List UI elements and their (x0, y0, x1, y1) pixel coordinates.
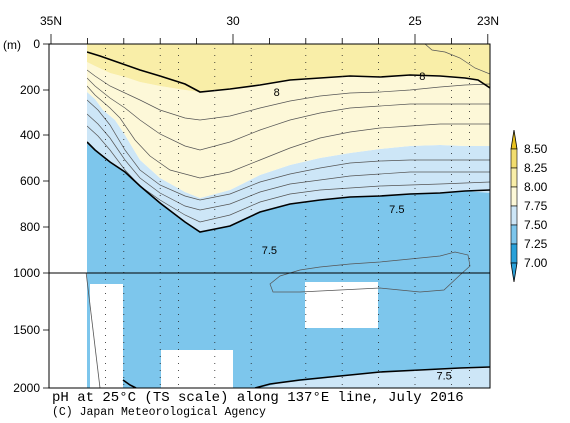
contour-8 (86, 51, 490, 93)
colorbar-label-700: 7.00 (524, 256, 548, 270)
contour-label: 7.5 (262, 245, 277, 257)
contour-label: 8 (419, 71, 425, 83)
colorbar-seg-775-800 (510, 186, 518, 207)
colorbar-seg-750-775 (510, 205, 518, 226)
lat-tick-25: 25 (408, 14, 422, 28)
contour-label: 7.5 (389, 204, 404, 216)
band-775-800 (87, 62, 490, 198)
contour-7-5 (86, 141, 490, 233)
band-725-750 (87, 142, 490, 388)
contour-labels: 8 8 7.5 7.5 7.5 (262, 71, 452, 382)
depth-tick-2000: 2000 (13, 381, 40, 395)
colorbar-arrow-top (510, 129, 518, 150)
depth-tick-400: 400 (20, 128, 40, 142)
chart-credit: (C) Japan Meteorological Agency (52, 406, 266, 419)
lat-tick-35n: 35N (40, 14, 62, 28)
colorbar-label-725: 7.25 (524, 237, 548, 251)
band-800-825 (87, 44, 490, 92)
contour-label: 8 (274, 87, 280, 99)
colorbar-label-775: 7.75 (524, 199, 548, 213)
land-mask (49, 44, 87, 273)
nodata-box-3 (161, 350, 233, 388)
colorbar-label-850: 8.50 (524, 142, 548, 156)
colorbar-label-825: 8.25 (524, 161, 548, 175)
band-bottom-right (260, 367, 490, 388)
depth-tick-800: 800 (20, 220, 40, 234)
colorbar-arrow-bottom (510, 262, 518, 283)
colorbar-seg-725-750 (510, 224, 518, 245)
nodata-box-1 (90, 284, 123, 388)
thick-contours (86, 51, 490, 388)
lat-tick-23n: 23N (477, 14, 499, 28)
contour-7-5-bottom (122, 366, 490, 388)
depth-tick-labels: 0 200 400 600 800 1000 1500 2000 (13, 37, 40, 395)
colorbar-label-800: 8.00 (524, 180, 548, 194)
depth-tick-1000: 1000 (13, 266, 40, 280)
lat-tick-30: 30 (226, 14, 240, 28)
colorbar: 8.50 8.25 8.00 7.75 7.50 7.25 7.00 (510, 129, 548, 283)
depth-tick-1500: 1500 (13, 323, 40, 337)
depth-tick-600: 600 (20, 174, 40, 188)
depth-tick-0: 0 (33, 37, 40, 51)
depth-unit-label: (m) (3, 38, 21, 52)
latitude-minor-ticks (50, 34, 489, 44)
plot-area (49, 44, 490, 388)
colorbar-seg-700-725 (510, 243, 518, 264)
colorbar-seg-825-850 (510, 148, 518, 169)
station-lines (105, 48, 471, 388)
depth-ticks (43, 43, 49, 389)
depth-tick-200: 200 (20, 83, 40, 97)
colorbar-seg-800-825 (510, 167, 518, 188)
contour-label: 7.5 (436, 370, 451, 382)
chart-title: pH at 25°C (TS scale) along 137°E line, … (52, 390, 464, 406)
colorbar-label-750: 7.50 (524, 218, 548, 232)
